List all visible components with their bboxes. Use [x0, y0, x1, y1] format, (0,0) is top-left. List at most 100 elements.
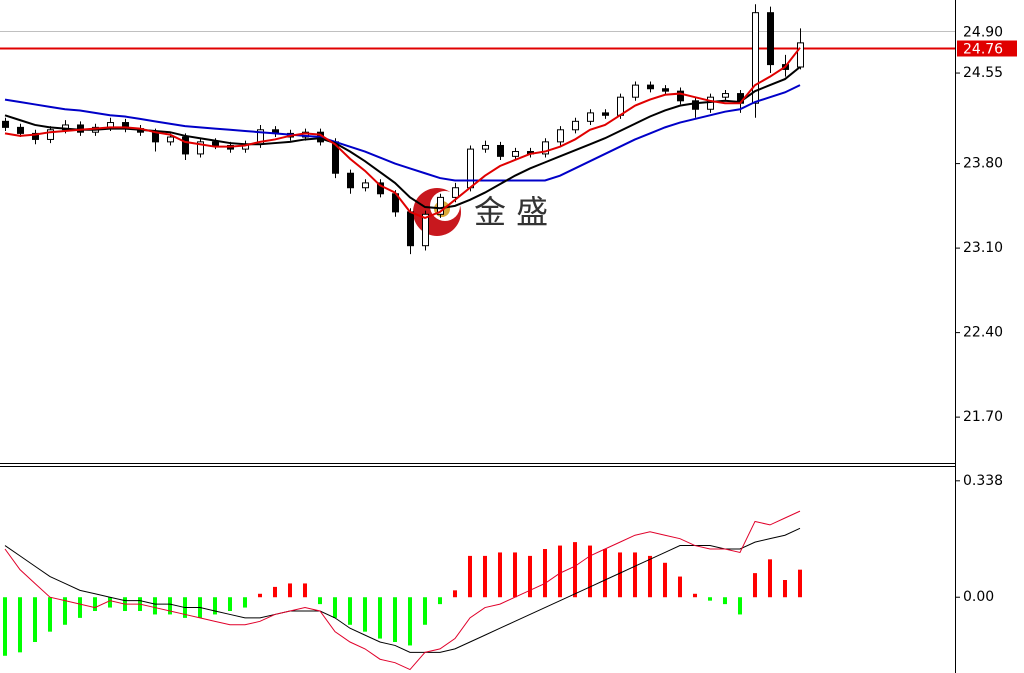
histogram-bar	[408, 597, 412, 646]
y-tick-label: 24.55	[963, 65, 1003, 81]
histogram-bar	[93, 597, 97, 612]
candle-body	[32, 132, 39, 140]
moving-average	[4, 66, 801, 210]
candle-body	[467, 148, 474, 189]
candle-body	[47, 129, 54, 140]
histogram-bar	[573, 542, 577, 598]
y-tick-label: 21.70	[963, 409, 1003, 425]
candle-body	[677, 90, 684, 102]
candle-body	[62, 124, 69, 131]
histogram-bar	[318, 597, 322, 605]
histogram-bar	[228, 597, 232, 612]
candle-body	[767, 12, 774, 66]
histogram-bar	[363, 597, 367, 632]
price-label-box	[957, 40, 1017, 57]
candle-body	[542, 141, 549, 155]
candle-body	[797, 42, 804, 68]
price-label: 24.90	[963, 25, 1003, 41]
histogram-bar	[558, 545, 562, 598]
candle-body	[692, 100, 699, 110]
histogram-bar	[33, 597, 37, 643]
candle-body	[362, 182, 369, 189]
histogram-bar	[378, 597, 382, 639]
y-tick-label: 23.80	[963, 156, 1003, 172]
histogram-bar	[708, 597, 712, 601]
histogram-bar	[423, 597, 427, 625]
moving-average	[4, 47, 801, 219]
candle-body	[437, 196, 444, 215]
candle-body	[557, 129, 564, 143]
histogram-bar	[63, 597, 67, 625]
histogram-bar	[258, 593, 262, 598]
candle-body	[452, 187, 459, 198]
histogram-bar	[153, 597, 157, 615]
histogram-bar	[273, 586, 277, 598]
price-label: 24.76	[963, 42, 1003, 58]
candle-body	[512, 151, 519, 157]
candle-body	[182, 136, 189, 155]
candle-body	[152, 131, 159, 143]
histogram-bar	[348, 597, 352, 625]
histogram-bar	[618, 552, 622, 598]
candle-body	[752, 12, 759, 104]
histogram-bar	[453, 590, 457, 598]
histogram-bar	[393, 597, 397, 643]
histogram-bar	[243, 597, 247, 608]
macd-line	[4, 510, 801, 671]
histogram-bar	[648, 555, 652, 598]
histogram-bar	[3, 597, 7, 656]
candle-body	[2, 120, 9, 128]
histogram-bar	[168, 597, 172, 615]
histogram-bar	[753, 573, 757, 598]
y-tick-label: 23.10	[963, 240, 1003, 256]
histogram-bar	[333, 597, 337, 618]
candle-body	[407, 211, 414, 247]
price-label-box	[957, 23, 1017, 40]
histogram-bar	[288, 583, 292, 598]
y-tick-label: 0.338	[963, 473, 1003, 489]
watermark-text: 金 盛	[474, 193, 548, 231]
histogram-bar	[678, 576, 682, 598]
histogram-bar	[513, 552, 517, 598]
candle-body	[572, 120, 579, 131]
histogram-bar	[78, 597, 82, 618]
histogram-bar	[48, 597, 52, 632]
histogram-bar	[468, 555, 472, 598]
histogram-bar	[798, 569, 802, 598]
candle-body	[587, 112, 594, 122]
candle-body	[167, 136, 174, 143]
histogram-bar	[108, 597, 112, 608]
macd-line	[4, 527, 801, 653]
candle-body	[212, 141, 219, 146]
histogram-bar	[213, 597, 217, 615]
histogram-bar	[633, 552, 637, 598]
candle-body	[497, 144, 504, 157]
histogram-bar	[603, 549, 607, 598]
histogram-bar	[738, 597, 742, 615]
histogram-bar	[498, 552, 502, 598]
histogram-bar	[663, 562, 667, 598]
candle-body	[347, 172, 354, 189]
candle-body	[707, 96, 714, 110]
histogram-bar	[693, 593, 697, 598]
moving-average	[4, 84, 801, 182]
histogram-bar	[528, 555, 532, 598]
candle-body	[197, 141, 204, 155]
histogram-bar	[303, 583, 307, 598]
candle-body	[422, 213, 429, 247]
histogram-bar	[588, 545, 592, 598]
candle-body	[662, 88, 669, 92]
candle-body	[17, 126, 24, 134]
candle-body	[377, 182, 384, 195]
histogram-bar	[723, 597, 727, 605]
histogram-bar	[438, 597, 442, 605]
candle-body	[482, 144, 489, 150]
y-tick-label: 0.00	[963, 589, 994, 605]
y-tick-label: 22.40	[963, 325, 1003, 341]
histogram-bar	[783, 580, 787, 598]
histogram-bar	[768, 559, 772, 598]
candle-body	[632, 84, 639, 98]
candle-body	[722, 93, 729, 98]
